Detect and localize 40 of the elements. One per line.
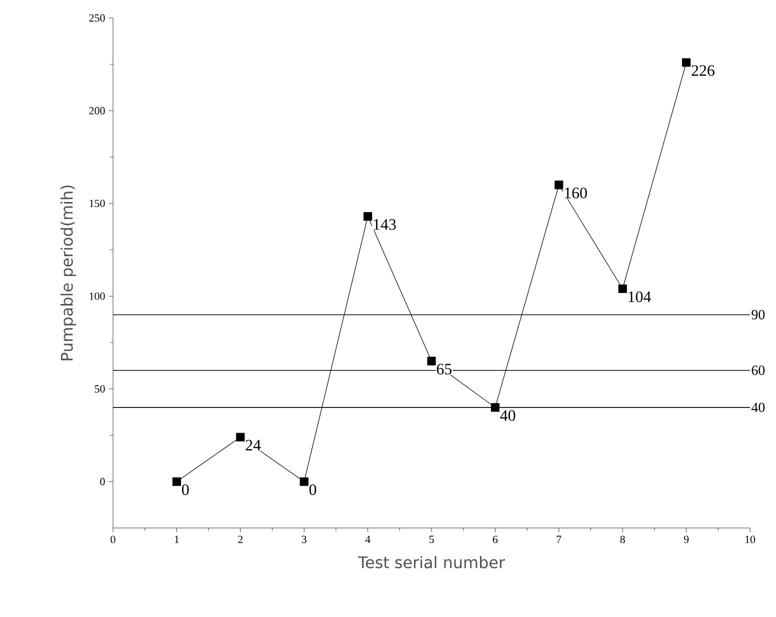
y-axis-title: Pumpable period(mih) (60, 186, 76, 360)
x-tick-label: 8 (620, 536, 625, 544)
point (364, 212, 372, 221)
data-label: 40 (500, 410, 516, 421)
x-tick-label: 9 (684, 536, 689, 544)
x-tick-label: 5 (429, 536, 434, 544)
point (618, 284, 627, 294)
x-tick-label: 10 (745, 536, 756, 544)
data-label: 160 (565, 188, 587, 198)
point (554, 180, 564, 190)
ref-line-label: 60 (752, 366, 765, 376)
data-label: 0 (182, 484, 189, 496)
y-tick-label: 100 (90, 292, 105, 300)
point (236, 432, 245, 442)
data-label: 24 (246, 440, 261, 450)
x-axis-title: Test serial number (358, 556, 506, 568)
point (172, 477, 182, 486)
y-tick-label: 50 (94, 385, 105, 393)
point (682, 58, 691, 67)
y-tick-label: 0 (100, 478, 105, 486)
data-label: 65 (436, 364, 452, 374)
x-tick-label: 1 (174, 536, 179, 543)
point (427, 356, 436, 366)
x-tick-label: 4 (365, 536, 370, 543)
y-tick-label: 200 (89, 107, 105, 114)
x-tick-label: 7 (556, 536, 562, 543)
y-tick-label: 150 (90, 200, 105, 208)
point (300, 477, 308, 486)
y-tick-label: 250 (89, 14, 105, 22)
data-label: 143 (374, 219, 396, 230)
x-tick-label: 0 (110, 536, 116, 544)
x-tick-label: 2 (238, 536, 243, 544)
x-tick-label: 3 (302, 536, 306, 544)
data-label: 104 (628, 291, 651, 302)
data-label: 226 (692, 65, 714, 76)
x-tick-label: 6 (492, 536, 498, 544)
data-label: 0 (309, 484, 316, 496)
ref-line-label: 40 (751, 402, 765, 412)
ref-line-label: 90 (752, 310, 765, 320)
point (490, 403, 500, 412)
